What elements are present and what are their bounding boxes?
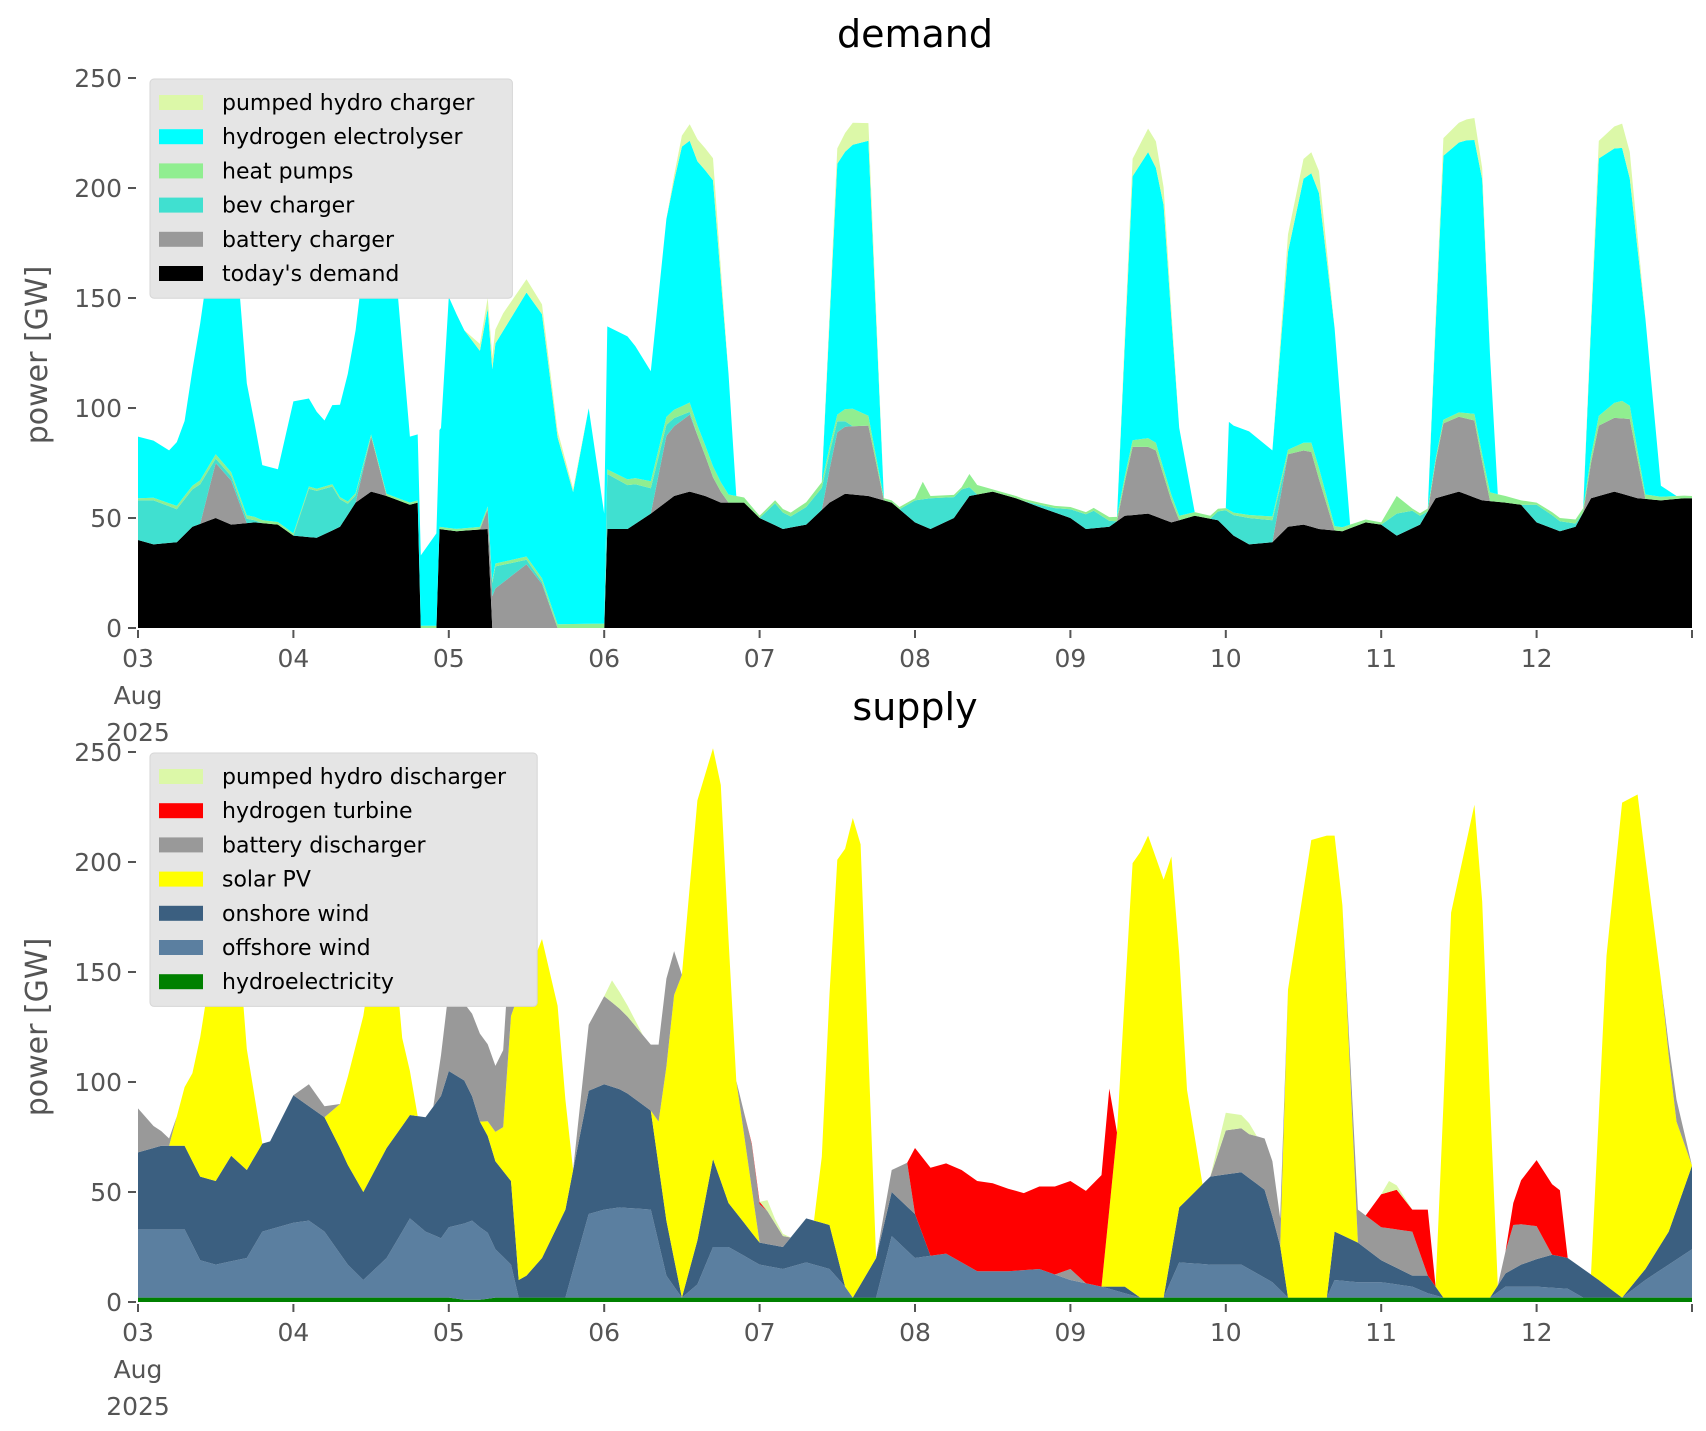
y-tick-label: 100 [74,1068,122,1097]
area-hydrogen-electrolyser [138,134,1692,626]
y-tick-label: 150 [74,958,122,987]
x-tick-label: 08 [899,644,931,673]
x-tick-label: 05 [433,1318,465,1347]
area-offshore-wind [138,1207,1692,1300]
x-tick-label: 03 [122,644,154,673]
y-tick-label: 0 [106,614,122,643]
y-tick-label: 250 [74,64,122,93]
x-tick-label: 05 [433,644,465,673]
x-tick-label: 12 [1521,644,1553,673]
legend-label-hydroelectricity: hydroelectricity [222,970,394,995]
legend-swatch-hydrogen-electrolyser [159,129,203,145]
x-tick-label: 06 [588,1318,620,1347]
area-battery-discharger [138,748,1692,1287]
legend-swatch-hydroelectricity [159,974,203,990]
legend-swatch-battery-charger [159,231,203,247]
legend-label-solar-pv: solar PV [222,868,311,893]
plot-area [138,748,1692,1302]
legend-swatch-solar-pv [159,871,203,887]
x-tick-label: 07 [744,1318,776,1347]
legend: pumped hydro discharger hydrogen turbine b… [149,752,538,1007]
x-tick-label: 08 [899,1318,931,1347]
demand-chart: demand power [GW] 05010015020025003Aug20… [20,12,1693,747]
y-tick-label: 200 [74,174,122,203]
legend-swatch-today-s-demand [159,266,203,281]
y-tick-label: 250 [74,738,122,767]
area-bev-charger [138,411,1692,628]
legend-label-onshore-wind: onshore wind [222,902,369,927]
x-tick-label: 09 [1054,644,1086,673]
x-tick-label: 09 [1054,1318,1086,1347]
axes: 0 50 100 150 200 250 03 Aug 2025 04 05 06 07 08 09 10 11… [74,64,1693,747]
legend-label-pumped-hydro-charger: pumped hydro charger [222,91,475,116]
chart-title: supply [852,685,977,729]
x-tick-label: 10 [1210,1318,1242,1347]
legend-box [149,752,538,1007]
plot-area [138,118,1692,628]
legend-label-offshore-wind: offshore wind [222,936,371,961]
x-tick-label: 04 [277,1318,309,1347]
legend-swatch-onshore-wind [159,905,203,921]
x-tick-label: 11 [1365,1318,1397,1347]
legend-label-heat-pumps: heat pumps [222,159,353,184]
y-axis-label: power [GW] [20,938,55,1117]
x-tick-label: 12 [1521,1318,1553,1347]
x-tick-label: 11 [1365,644,1397,673]
legend-label-battery-discharger: battery discharger [222,833,427,858]
axes: 0 50 100 150 200 250 03 Aug 2025 04 05 06 07 08 09 10 11… [74,738,1693,1421]
y-tick-label: 200 [74,848,122,877]
legend: pumped hydro charger hydrogen electrolyse… [149,78,513,299]
area-battery-charger [138,414,1692,628]
legend-label-hydrogen-turbine: hydrogen turbine [222,799,413,824]
supply-chart: supply power [GW] 05010015020025003Aug20… [20,685,1693,1421]
legend-swatch-pumped-hydro-charger [159,95,203,110]
y-axis-label: power [GW] [20,266,55,445]
legend-swatch-offshore-wind [159,940,203,955]
x-tick-label: 2025 [106,1392,170,1421]
x-tick-label: Aug [114,1355,163,1384]
y-tick-label: 100 [74,394,122,423]
y-tick-label: 50 [90,504,122,533]
y-tick-label: 50 [90,1178,122,1207]
x-tick-label: 07 [744,644,776,673]
x-tick-label: Aug [114,681,163,710]
legend-swatch-hydrogen-turbine [159,803,203,819]
area-solar-pv [138,748,1692,1298]
area-hydrogen-turbine [138,748,1692,1287]
legend-label-bev-charger: bev charger [222,194,355,219]
x-tick-label: 04 [277,644,309,673]
x-tick-label: 06 [588,644,620,673]
legend-label-pumped-hydro-discharger: pumped hydro discharger [222,765,507,790]
area-hydroelectricity [138,1297,1692,1302]
x-tick-label: 10 [1210,644,1242,673]
legend-swatch-battery-discharger [159,837,203,853]
legend-label-battery-charger: battery charger [222,228,395,253]
y-tick-label: 0 [106,1288,122,1317]
legend-label-today-s-demand: today's demand [222,262,399,287]
legend-box [149,78,513,299]
legend-swatch-bev-charger [159,197,203,213]
chart-title: demand [837,12,993,56]
x-tick-label: 2025 [106,718,170,747]
legend-label-hydrogen-electrolyser: hydrogen electrolyser [222,125,463,150]
legend-swatch-heat-pumps [159,163,203,179]
x-tick-label: 03 [122,1318,154,1347]
area-today-s-demand [138,491,1692,628]
area-onshore-wind [138,1071,1692,1298]
y-tick-label: 150 [74,284,122,313]
legend-swatch-pumped-hydro-discharger [159,769,203,784]
